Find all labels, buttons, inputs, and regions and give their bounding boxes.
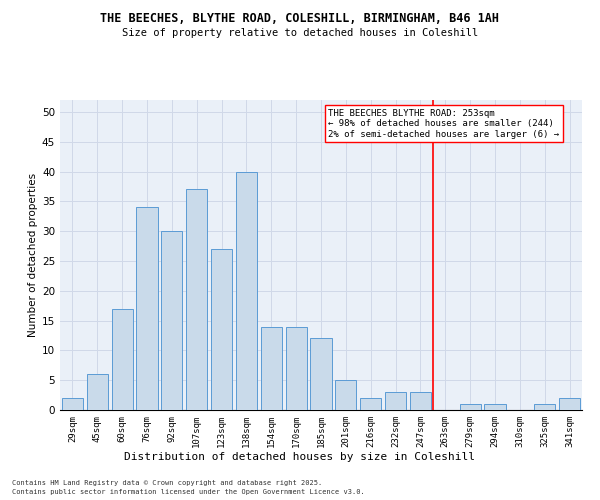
Text: THE BEECHES, BLYTHE ROAD, COLESHILL, BIRMINGHAM, B46 1AH: THE BEECHES, BLYTHE ROAD, COLESHILL, BIR… (101, 12, 499, 26)
Bar (385, 392, 406, 410)
Text: Contains public sector information licensed under the Open Government Licence v3: Contains public sector information licen… (12, 489, 365, 495)
Bar (236, 172, 257, 410)
Bar (286, 326, 307, 410)
Bar (62, 398, 83, 410)
Bar (460, 404, 481, 410)
Bar (161, 231, 182, 410)
Bar (136, 208, 158, 410)
Bar (87, 374, 108, 410)
Y-axis label: Number of detached properties: Number of detached properties (28, 173, 38, 337)
Bar (534, 404, 555, 410)
Bar (310, 338, 332, 410)
Text: Distribution of detached houses by size in Coleshill: Distribution of detached houses by size … (125, 452, 476, 462)
Bar (112, 308, 133, 410)
Text: THE BEECHES BLYTHE ROAD: 253sqm
← 98% of detached houses are smaller (244)
2% of: THE BEECHES BLYTHE ROAD: 253sqm ← 98% of… (328, 109, 560, 138)
Bar (211, 249, 232, 410)
Bar (410, 392, 431, 410)
Bar (261, 326, 282, 410)
Bar (360, 398, 381, 410)
Bar (186, 190, 207, 410)
Text: Contains HM Land Registry data © Crown copyright and database right 2025.: Contains HM Land Registry data © Crown c… (12, 480, 322, 486)
Text: Size of property relative to detached houses in Coleshill: Size of property relative to detached ho… (122, 28, 478, 38)
Bar (335, 380, 356, 410)
Bar (484, 404, 506, 410)
Bar (559, 398, 580, 410)
